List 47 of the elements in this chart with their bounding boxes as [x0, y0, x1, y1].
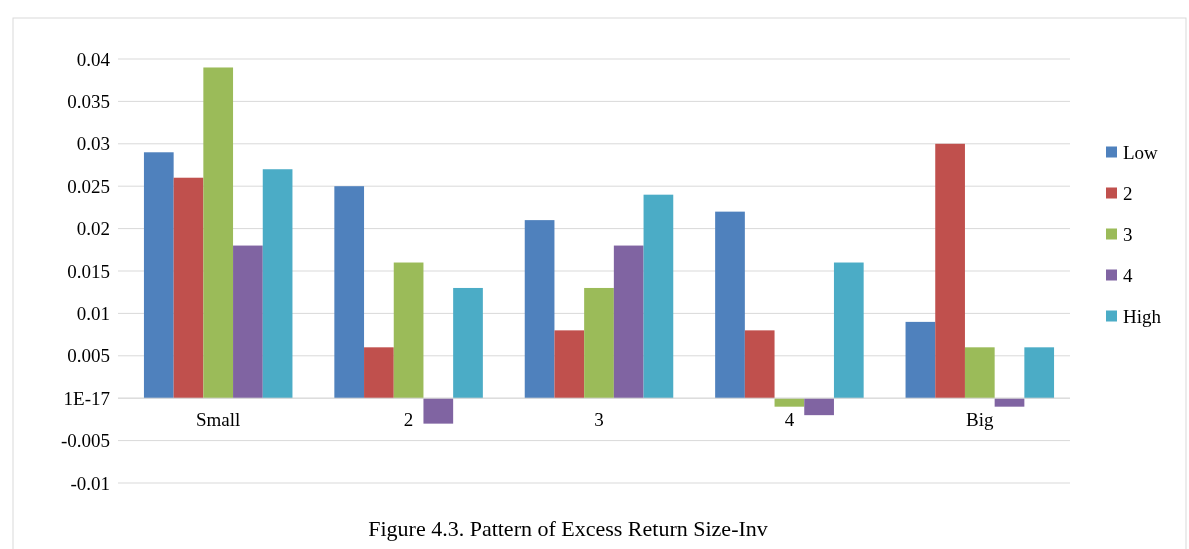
legend-label: 2 — [1123, 183, 1133, 205]
legend-label: 4 — [1123, 265, 1133, 287]
bar — [453, 287, 483, 399]
y-tick-label: -0.005 — [60, 430, 110, 452]
y-tick-label: 0.025 — [67, 175, 110, 197]
bar — [423, 398, 454, 424]
y-tick-label: -0.01 — [70, 472, 110, 494]
bar — [364, 347, 394, 399]
bar — [833, 262, 864, 399]
y-tick-label: 1E-17 — [63, 387, 110, 409]
bar — [905, 321, 936, 399]
bar — [233, 245, 263, 399]
bar — [524, 220, 555, 399]
bar — [744, 330, 775, 399]
y-tick-label: 0.02 — [76, 218, 110, 240]
bar — [203, 67, 234, 399]
x-tick-label: Small — [196, 409, 241, 431]
bar — [964, 347, 995, 399]
bar — [613, 245, 644, 399]
y-tick-label: 0.015 — [67, 260, 110, 282]
y-tick-label: 0.005 — [67, 345, 110, 367]
bar — [334, 186, 365, 399]
bar — [143, 152, 174, 399]
y-tick-label: 0.035 — [67, 91, 110, 113]
bar — [643, 194, 674, 399]
bar — [393, 262, 424, 399]
bar — [994, 398, 1025, 407]
legend-label: High — [1123, 306, 1162, 328]
bar — [554, 330, 585, 399]
bar — [804, 398, 834, 416]
x-tick-label: 3 — [594, 409, 604, 431]
y-tick-label: 0.04 — [76, 48, 111, 70]
bar — [262, 169, 293, 399]
legend-label: 3 — [1123, 224, 1133, 246]
y-tick-label: 0.03 — [76, 133, 110, 155]
y-tick-label: 0.01 — [76, 303, 110, 325]
bar — [715, 211, 745, 399]
x-tick-label: 4 — [784, 409, 795, 431]
bar — [584, 287, 614, 399]
bar — [935, 143, 965, 399]
x-tick-label: Big — [966, 409, 995, 431]
bar — [1024, 347, 1055, 399]
x-tick-label: 2 — [403, 409, 414, 431]
bar — [774, 398, 805, 407]
bar — [173, 177, 204, 399]
text: Figure 4.3. Pattern of Excess Return Size-Inv — [368, 516, 768, 541]
legend-label: Low — [1123, 142, 1159, 164]
